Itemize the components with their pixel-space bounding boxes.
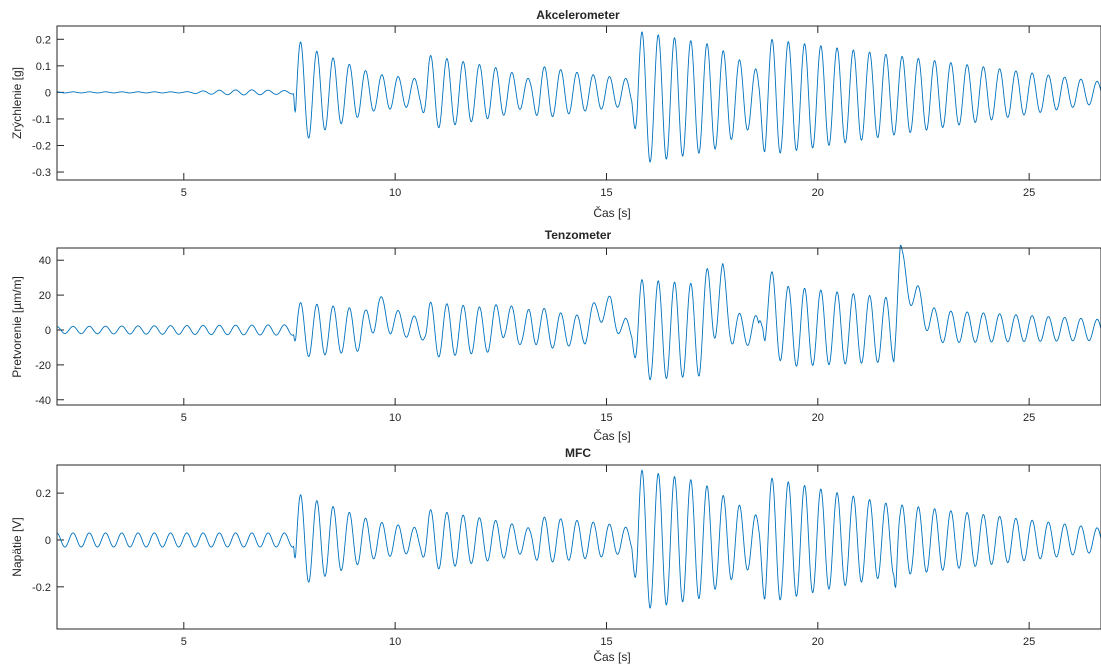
y-tick-label: 0 [45,87,51,99]
axes-frame [56,464,1101,630]
x-axis-label: Čas [s] [593,428,630,443]
y-tick-label: -0.2 [32,140,51,152]
panel-akcelerometer: Akcelerometer 5 10 15 20 25 -0.3 -0.2 -0.1 0 0.1 0… [10,8,1101,220]
chart-title: Akcelerometer [536,8,620,22]
panel-mfc: MFC 5 10 15 20 25 -0.2 0 0.2 Čas [s] Napätie [V… [10,446,1101,664]
y-tick-label: 0 [45,325,51,337]
x-tick-label: 10 [389,636,401,648]
y-tick-label: 20 [39,290,51,302]
chart-title: Tenzometer [545,228,612,242]
x-tick-label: 10 [389,187,401,199]
y-tick-label: 0.1 [36,61,51,73]
x-axis-label: Čas [s] [593,649,630,664]
axes-frame [56,25,1101,181]
data-layer [56,244,1101,381]
x-tick-label: 25 [1023,412,1035,424]
y-tick-label: -0.3 [32,167,51,179]
x-tick-label: 15 [600,636,612,648]
data-layer [56,469,1101,609]
y-tick-label: 0.2 [36,488,51,500]
x-tick-label: 20 [812,187,824,199]
y-tick-label: -0.2 [32,582,51,594]
x-tick-label: 10 [389,412,401,424]
y-axis-label: Pretvorenie [µm/m] [10,276,24,378]
y-axis-label: Napätie [V] [10,517,24,576]
series-line [56,244,1101,381]
y-tick-label: 0.2 [36,34,51,46]
x-tick-label: 25 [1023,636,1035,648]
y-tick-label: -0.1 [32,114,51,126]
series-line [56,469,1101,609]
y-axis-label: Zrýchlenie [g] [10,67,24,139]
x-axis-label: Čas [s] [593,205,630,220]
data-layer [56,31,1101,163]
axes-frame [56,247,1101,406]
x-tick-label: 20 [812,636,824,648]
x-tick-label: 5 [181,412,187,424]
tick-layer: 5 10 15 20 25 -0.2 0 0.2 [32,465,1035,648]
x-tick-label: 15 [600,412,612,424]
x-tick-label: 5 [181,636,187,648]
x-tick-label: 5 [181,187,187,199]
y-tick-label: 0 [45,535,51,547]
chart-title: MFC [565,446,591,460]
x-tick-label: 25 [1023,187,1035,199]
series-line [56,31,1101,163]
x-tick-label: 15 [600,187,612,199]
tick-layer: 5 10 15 20 25 -40 -20 0 20 40 [35,248,1035,424]
y-tick-label: 40 [39,255,51,267]
tick-layer: 5 10 15 20 25 -0.3 -0.2 -0.1 0 0.1 0.2 [32,26,1035,199]
y-tick-label: -20 [35,360,51,372]
x-tick-label: 20 [812,412,824,424]
y-tick-label: -40 [35,395,51,407]
